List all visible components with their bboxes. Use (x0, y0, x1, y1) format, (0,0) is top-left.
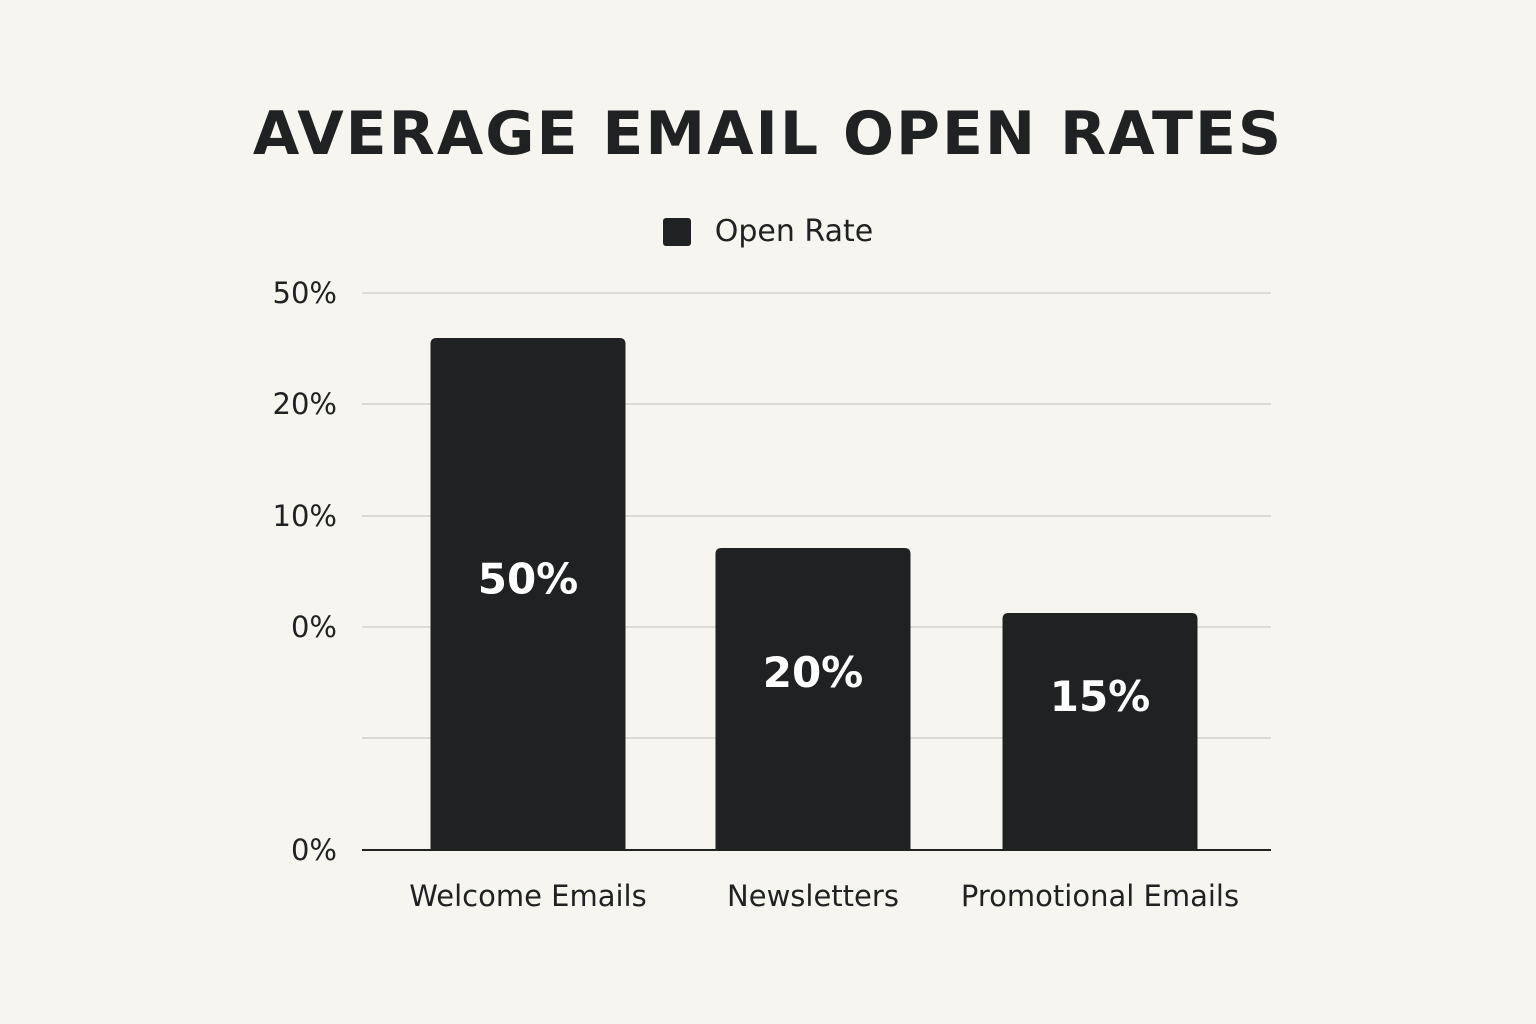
y-tick-label: 20% (273, 387, 337, 421)
bar-value-label: 20% (763, 648, 864, 697)
x-category-label: Promotional Emails (961, 879, 1239, 913)
bar-value-label: 50% (478, 555, 579, 604)
y-tick-label: 50% (273, 276, 337, 310)
x-category-label: Newsletters (727, 879, 899, 913)
x-category-label: Welcome Emails (409, 879, 646, 913)
y-tick-label: 0% (291, 610, 337, 644)
x-axis-categories: Welcome Emails Newsletters Promotional Ema… (409, 879, 1239, 913)
legend: Open Rate (0, 212, 1536, 252)
y-axis-ticks: 0% 0% 10% 20% 50% (273, 276, 337, 867)
bar-value-labels: 50% 20% 15% (478, 555, 1151, 721)
y-tick-label: 10% (273, 499, 337, 533)
legend-label-open-rate: Open Rate (714, 214, 874, 249)
bars (430, 338, 1198, 850)
y-tick-label: 0% (291, 833, 337, 867)
legend-swatch-open-rate (662, 218, 691, 246)
bar (715, 548, 911, 850)
bar-value-label: 15% (1050, 672, 1151, 721)
bar (1002, 613, 1198, 850)
chart-title: AVERAGE EMAIL OPEN RATES (252, 99, 1284, 169)
bar (430, 338, 626, 850)
